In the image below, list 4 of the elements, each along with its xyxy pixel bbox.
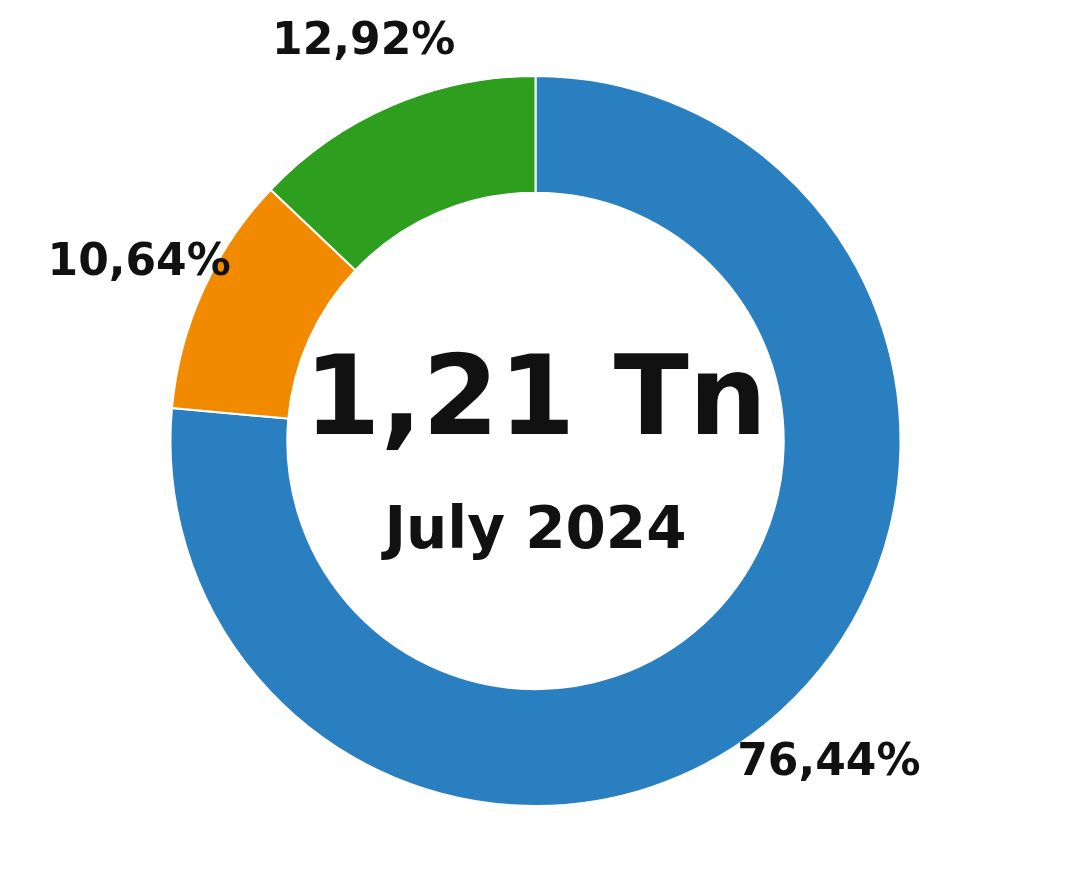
text: 1,21 Tn <box>303 332 768 460</box>
data-label: 12,92% <box>272 13 456 65</box>
data-label: 76,44% <box>737 734 921 786</box>
text: July 2024 <box>380 494 687 562</box>
